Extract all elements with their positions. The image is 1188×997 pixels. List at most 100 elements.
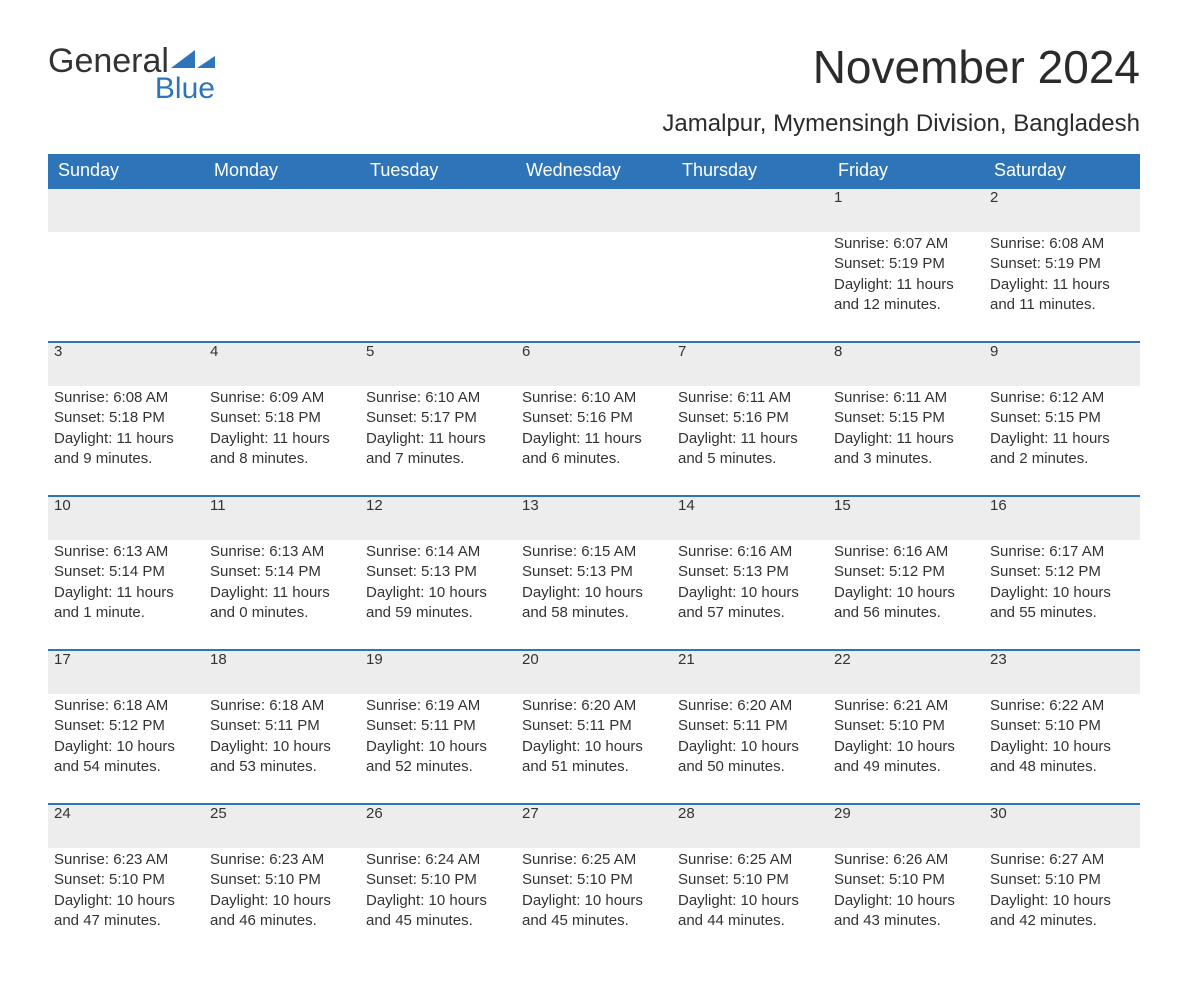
day-detail-cell: Sunrise: 6:20 AMSunset: 5:11 PMDaylight:…: [516, 694, 672, 804]
day-detail-cell: Sunrise: 6:23 AMSunset: 5:10 PMDaylight:…: [48, 848, 204, 957]
daylight-text: Daylight: 10 hours and 50 minutes.: [678, 737, 822, 778]
page-title: November 2024: [813, 40, 1140, 94]
day-number-cell: [48, 188, 204, 232]
day-detail: Sunrise: 6:21 AMSunset: 5:10 PMDaylight:…: [834, 694, 978, 777]
page-subtitle: Jamalpur, Mymensingh Division, Banglades…: [48, 110, 1140, 138]
day-number-cell: 21: [672, 650, 828, 694]
daylight-text: Daylight: 11 hours and 11 minutes.: [990, 275, 1134, 316]
day-detail: Sunrise: 6:18 AMSunset: 5:11 PMDaylight:…: [210, 694, 354, 777]
day-detail: Sunrise: 6:18 AMSunset: 5:12 PMDaylight:…: [54, 694, 198, 777]
sunset-text: Sunset: 5:12 PM: [54, 716, 198, 736]
daylight-text: Daylight: 10 hours and 43 minutes.: [834, 891, 978, 932]
day-detail: Sunrise: 6:17 AMSunset: 5:12 PMDaylight:…: [990, 540, 1134, 623]
day-number-cell: 11: [204, 496, 360, 540]
day-detail-cell: [204, 232, 360, 342]
day-detail-cell: Sunrise: 6:14 AMSunset: 5:13 PMDaylight:…: [360, 540, 516, 650]
daylight-text: Daylight: 10 hours and 49 minutes.: [834, 737, 978, 778]
day-number-cell: 27: [516, 804, 672, 848]
day-number-cell: 10: [48, 496, 204, 540]
sunrise-text: Sunrise: 6:23 AM: [210, 850, 354, 870]
daylight-text: Daylight: 10 hours and 47 minutes.: [54, 891, 198, 932]
day-detail-cell: Sunrise: 6:18 AMSunset: 5:12 PMDaylight:…: [48, 694, 204, 804]
day-number-row: 10111213141516: [48, 496, 1140, 540]
daylight-text: Daylight: 10 hours and 44 minutes.: [678, 891, 822, 932]
day-detail-cell: Sunrise: 6:16 AMSunset: 5:12 PMDaylight:…: [828, 540, 984, 650]
sunrise-text: Sunrise: 6:22 AM: [990, 696, 1134, 716]
sunrise-text: Sunrise: 6:25 AM: [522, 850, 666, 870]
day-detail-cell: Sunrise: 6:10 AMSunset: 5:16 PMDaylight:…: [516, 386, 672, 496]
weekday-header: Tuesday: [360, 154, 516, 188]
sunrise-text: Sunrise: 6:18 AM: [210, 696, 354, 716]
day-detail: Sunrise: 6:23 AMSunset: 5:10 PMDaylight:…: [210, 848, 354, 931]
day-detail-row: Sunrise: 6:07 AMSunset: 5:19 PMDaylight:…: [48, 232, 1140, 342]
sunset-text: Sunset: 5:10 PM: [990, 716, 1134, 736]
day-detail-cell: Sunrise: 6:20 AMSunset: 5:11 PMDaylight:…: [672, 694, 828, 804]
day-detail: Sunrise: 6:26 AMSunset: 5:10 PMDaylight:…: [834, 848, 978, 931]
sunrise-text: Sunrise: 6:25 AM: [678, 850, 822, 870]
sunset-text: Sunset: 5:10 PM: [210, 870, 354, 890]
day-detail: Sunrise: 6:10 AMSunset: 5:17 PMDaylight:…: [366, 386, 510, 469]
daylight-text: Daylight: 10 hours and 54 minutes.: [54, 737, 198, 778]
day-number-cell: 29: [828, 804, 984, 848]
day-detail-cell: [360, 232, 516, 342]
sunset-text: Sunset: 5:17 PM: [366, 408, 510, 428]
day-detail-row: Sunrise: 6:18 AMSunset: 5:12 PMDaylight:…: [48, 694, 1140, 804]
weekday-header-row: SundayMondayTuesdayWednesdayThursdayFrid…: [48, 154, 1140, 188]
daylight-text: Daylight: 10 hours and 57 minutes.: [678, 583, 822, 624]
calendar-table: SundayMondayTuesdayWednesdayThursdayFrid…: [48, 154, 1140, 957]
daylight-text: Daylight: 11 hours and 3 minutes.: [834, 429, 978, 470]
day-detail: Sunrise: 6:11 AMSunset: 5:15 PMDaylight:…: [834, 386, 978, 469]
day-detail-cell: Sunrise: 6:07 AMSunset: 5:19 PMDaylight:…: [828, 232, 984, 342]
day-detail-cell: Sunrise: 6:12 AMSunset: 5:15 PMDaylight:…: [984, 386, 1140, 496]
sunrise-text: Sunrise: 6:16 AM: [678, 542, 822, 562]
daylight-text: Daylight: 10 hours and 46 minutes.: [210, 891, 354, 932]
sunrise-text: Sunrise: 6:18 AM: [54, 696, 198, 716]
daylight-text: Daylight: 10 hours and 56 minutes.: [834, 583, 978, 624]
weekday-header: Sunday: [48, 154, 204, 188]
daylight-text: Daylight: 10 hours and 45 minutes.: [366, 891, 510, 932]
daylight-text: Daylight: 11 hours and 0 minutes.: [210, 583, 354, 624]
day-number-cell: 5: [360, 342, 516, 386]
day-detail: Sunrise: 6:08 AMSunset: 5:18 PMDaylight:…: [54, 386, 198, 469]
day-number-cell: 9: [984, 342, 1140, 386]
day-detail-cell: Sunrise: 6:21 AMSunset: 5:10 PMDaylight:…: [828, 694, 984, 804]
day-detail-cell: Sunrise: 6:23 AMSunset: 5:10 PMDaylight:…: [204, 848, 360, 957]
sunset-text: Sunset: 5:10 PM: [366, 870, 510, 890]
header: General Blue November 2024: [48, 40, 1140, 104]
day-number-cell: 28: [672, 804, 828, 848]
day-detail-cell: Sunrise: 6:27 AMSunset: 5:10 PMDaylight:…: [984, 848, 1140, 957]
sunrise-text: Sunrise: 6:20 AM: [522, 696, 666, 716]
day-detail: Sunrise: 6:25 AMSunset: 5:10 PMDaylight:…: [522, 848, 666, 931]
sunset-text: Sunset: 5:13 PM: [522, 562, 666, 582]
weekday-header: Saturday: [984, 154, 1140, 188]
calendar-body: 12Sunrise: 6:07 AMSunset: 5:19 PMDayligh…: [48, 188, 1140, 957]
day-detail-cell: Sunrise: 6:13 AMSunset: 5:14 PMDaylight:…: [48, 540, 204, 650]
sunrise-text: Sunrise: 6:17 AM: [990, 542, 1134, 562]
weekday-header: Monday: [204, 154, 360, 188]
day-detail-cell: Sunrise: 6:24 AMSunset: 5:10 PMDaylight:…: [360, 848, 516, 957]
sunset-text: Sunset: 5:10 PM: [522, 870, 666, 890]
day-number-cell: 3: [48, 342, 204, 386]
sunrise-text: Sunrise: 6:07 AM: [834, 234, 978, 254]
sunrise-text: Sunrise: 6:26 AM: [834, 850, 978, 870]
day-detail: Sunrise: 6:08 AMSunset: 5:19 PMDaylight:…: [990, 232, 1134, 315]
daylight-text: Daylight: 10 hours and 58 minutes.: [522, 583, 666, 624]
daylight-text: Daylight: 10 hours and 51 minutes.: [522, 737, 666, 778]
day-number-row: 24252627282930: [48, 804, 1140, 848]
daylight-text: Daylight: 10 hours and 52 minutes.: [366, 737, 510, 778]
day-number-cell: 20: [516, 650, 672, 694]
day-detail-cell: [48, 232, 204, 342]
sunrise-text: Sunrise: 6:16 AM: [834, 542, 978, 562]
day-number-cell: [672, 188, 828, 232]
day-detail: Sunrise: 6:20 AMSunset: 5:11 PMDaylight:…: [522, 694, 666, 777]
day-number-cell: [360, 188, 516, 232]
day-number-cell: 8: [828, 342, 984, 386]
day-number-cell: 4: [204, 342, 360, 386]
sunset-text: Sunset: 5:18 PM: [210, 408, 354, 428]
daylight-text: Daylight: 11 hours and 7 minutes.: [366, 429, 510, 470]
day-detail-cell: Sunrise: 6:22 AMSunset: 5:10 PMDaylight:…: [984, 694, 1140, 804]
day-detail: Sunrise: 6:15 AMSunset: 5:13 PMDaylight:…: [522, 540, 666, 623]
daylight-text: Daylight: 11 hours and 1 minute.: [54, 583, 198, 624]
sunset-text: Sunset: 5:10 PM: [834, 870, 978, 890]
day-detail-row: Sunrise: 6:13 AMSunset: 5:14 PMDaylight:…: [48, 540, 1140, 650]
